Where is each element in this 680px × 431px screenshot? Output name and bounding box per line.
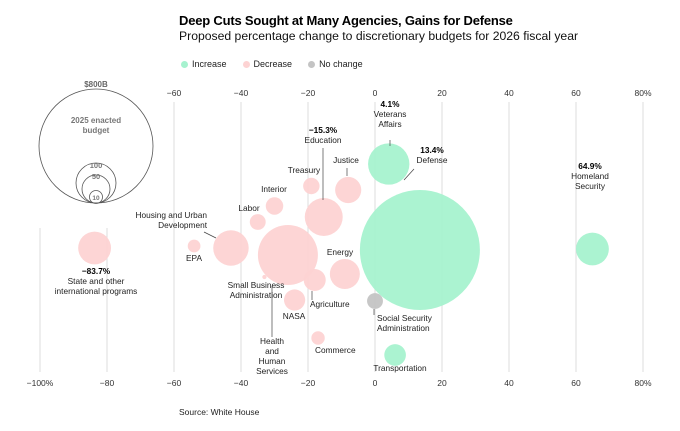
x-tick-label-bottom: −60: [167, 378, 182, 388]
label-labor: Labor: [238, 203, 259, 213]
bubble-small-business-administration: [262, 274, 267, 280]
x-tick-label-bottom: −80: [100, 378, 115, 388]
bubble-homeland-security: [575, 232, 609, 266]
x-tick-label-top: 0: [373, 88, 378, 98]
legend-item-decrease: Decrease: [242, 59, 293, 69]
bubbles: [78, 143, 609, 366]
legend-swatch-no-change: [308, 60, 316, 68]
x-tick-label-bottom: 0: [373, 378, 378, 388]
x-tick-label-top: −60: [167, 88, 182, 98]
bubble-epa: [187, 239, 201, 253]
bubble-agriculture: [303, 268, 326, 292]
x-tick-label-top: 20: [437, 88, 447, 98]
label-commerce: Commerce: [315, 345, 356, 355]
leader-line-housing-and-urban-development: [203, 231, 217, 239]
label-epa: EPA: [186, 253, 202, 263]
x-tick-label-bottom: 60: [571, 378, 581, 388]
legend-item-increase: Increase: [181, 59, 227, 69]
legend: Increase Decrease No change: [181, 59, 379, 69]
legend-swatch-decrease: [242, 60, 250, 68]
size-key-circle-800: [38, 88, 154, 204]
size-key-circle-10: [89, 190, 103, 204]
label-nasa: NASA: [283, 311, 306, 321]
bubble-veterans-affairs: [368, 143, 410, 185]
bubble-state-and-other-international-programs: [78, 231, 112, 265]
source-note: Source: White House: [179, 407, 260, 417]
x-tick-label-top: 40: [504, 88, 514, 98]
label-health-and-human-services: Health and Human Services: [256, 336, 288, 376]
label-agriculture: Agriculture: [310, 299, 350, 309]
size-key-label-100: 100: [90, 161, 103, 170]
leader-lines: [203, 140, 415, 337]
x-tick-label-bottom: 80%: [634, 378, 651, 388]
x-tick-label-top: −40: [234, 88, 249, 98]
grid-lines: [39, 102, 644, 372]
label-transportation: Transportation: [373, 363, 427, 373]
label-education: −15.3% Education: [305, 125, 342, 145]
label-veterans-affairs: 4.1% Veterans Affairs: [374, 99, 407, 129]
size-key-title-line1: 2025 enacted: [71, 116, 121, 125]
legend-label-decrease: Decrease: [253, 59, 293, 69]
size-key-label-50: 50: [92, 172, 100, 181]
legend-label-increase: Increase: [192, 59, 227, 69]
label-housing-and-urban-development: Housing and Urban Development: [136, 210, 208, 230]
size-key-label-10: 10: [92, 195, 100, 202]
bubble-transportation: [384, 344, 406, 366]
legend-label-no-change: No change: [319, 59, 363, 69]
bubble-commerce: [311, 331, 325, 345]
size-key-title-line2: budget: [83, 126, 110, 135]
bubble-energy: [329, 259, 360, 289]
bubble-health-and-human-services: [257, 225, 318, 285]
x-tick-label-bottom: −40: [234, 378, 249, 388]
bubble-labels: 13.4% Defense 4.1% Veterans Affairs 64.9% Home…: [55, 99, 610, 376]
label-state-and-other-international-programs: −83.7% State and other international progr…: [55, 266, 138, 296]
label-treasury: Treasury: [288, 165, 321, 175]
chart-title: Deep Cuts Sought at Many Agencies, Gains…: [179, 13, 513, 28]
size-key-circle-50: [81, 174, 111, 204]
leader-line-defense: [403, 168, 415, 181]
x-tick-label-bottom: 40: [504, 378, 514, 388]
x-tick-label-bottom: −20: [301, 378, 316, 388]
bubble-treasury: [303, 177, 320, 195]
size-key: $800B 2025 enacted budget 100 50 10: [38, 80, 154, 204]
x-tick-label-bottom: −100%: [27, 378, 54, 388]
bubble-education: [304, 198, 343, 236]
x-tick-label-top: 60: [571, 88, 581, 98]
legend-item-no-change: No change: [308, 59, 363, 69]
label-interior: Interior: [261, 184, 287, 194]
label-small-business-administration: Small Business Administration: [228, 280, 285, 300]
label-energy: Energy: [327, 247, 354, 257]
legend-swatch-increase: [181, 60, 188, 68]
size-key-label-800: $800B: [84, 80, 108, 89]
label-justice: Justice: [333, 155, 359, 165]
axis-ticks: −60 −40 −20 0 20 40 60 80% −100% −80 −60 −40 −20 0 20 4…: [27, 88, 652, 388]
bubble-nasa: [283, 289, 306, 311]
x-tick-label-top: −20: [301, 88, 316, 98]
bubble-social-security-administration: [367, 293, 383, 309]
bubble-defense: [359, 190, 480, 310]
x-tick-label-top: 80%: [634, 88, 651, 98]
bubble-housing-and-urban-development: [213, 230, 249, 266]
label-homeland-security: 64.9% Homeland Security: [571, 161, 609, 191]
bubble-labor: [249, 214, 266, 230]
chart-subtitle: Proposed percentage change to discretion…: [179, 29, 579, 43]
label-defense: 13.4% Defense: [417, 145, 448, 165]
bubble-interior: [265, 197, 284, 215]
x-tick-label-bottom: 20: [437, 378, 447, 388]
label-social-security-administration: Social Security Administration: [377, 313, 433, 333]
bubble-justice: [335, 176, 362, 204]
